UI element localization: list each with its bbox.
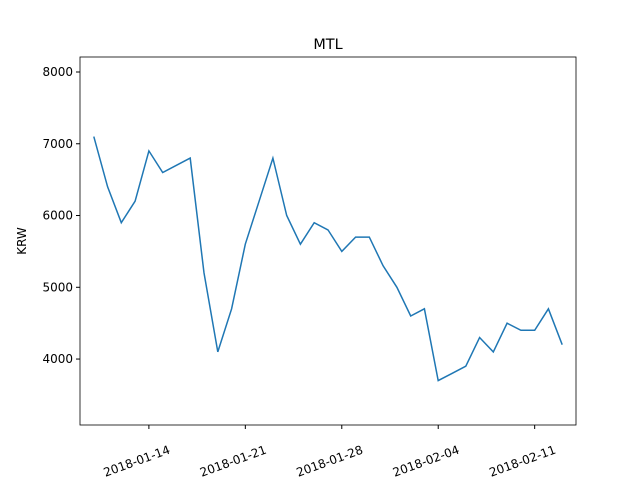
x-tick-label: 2018-01-14 xyxy=(102,443,172,480)
x-tick-label: 2018-01-21 xyxy=(198,443,268,480)
y-tick-label: 5000 xyxy=(42,280,73,294)
y-tick-label: 6000 xyxy=(42,209,73,223)
x-tick-label: 2018-01-28 xyxy=(294,443,364,480)
x-tick-label: 2018-02-11 xyxy=(487,443,557,480)
y-tick-label: 7000 xyxy=(42,137,73,151)
x-tick-label: 2018-02-04 xyxy=(391,443,461,480)
y-tick-label: 4000 xyxy=(42,352,73,366)
y-tick-label: 8000 xyxy=(42,65,73,79)
line-series xyxy=(93,136,563,382)
y-axis-label: KRW xyxy=(15,227,29,255)
chart-title: MTL xyxy=(313,37,342,53)
plot-frame xyxy=(79,56,577,426)
